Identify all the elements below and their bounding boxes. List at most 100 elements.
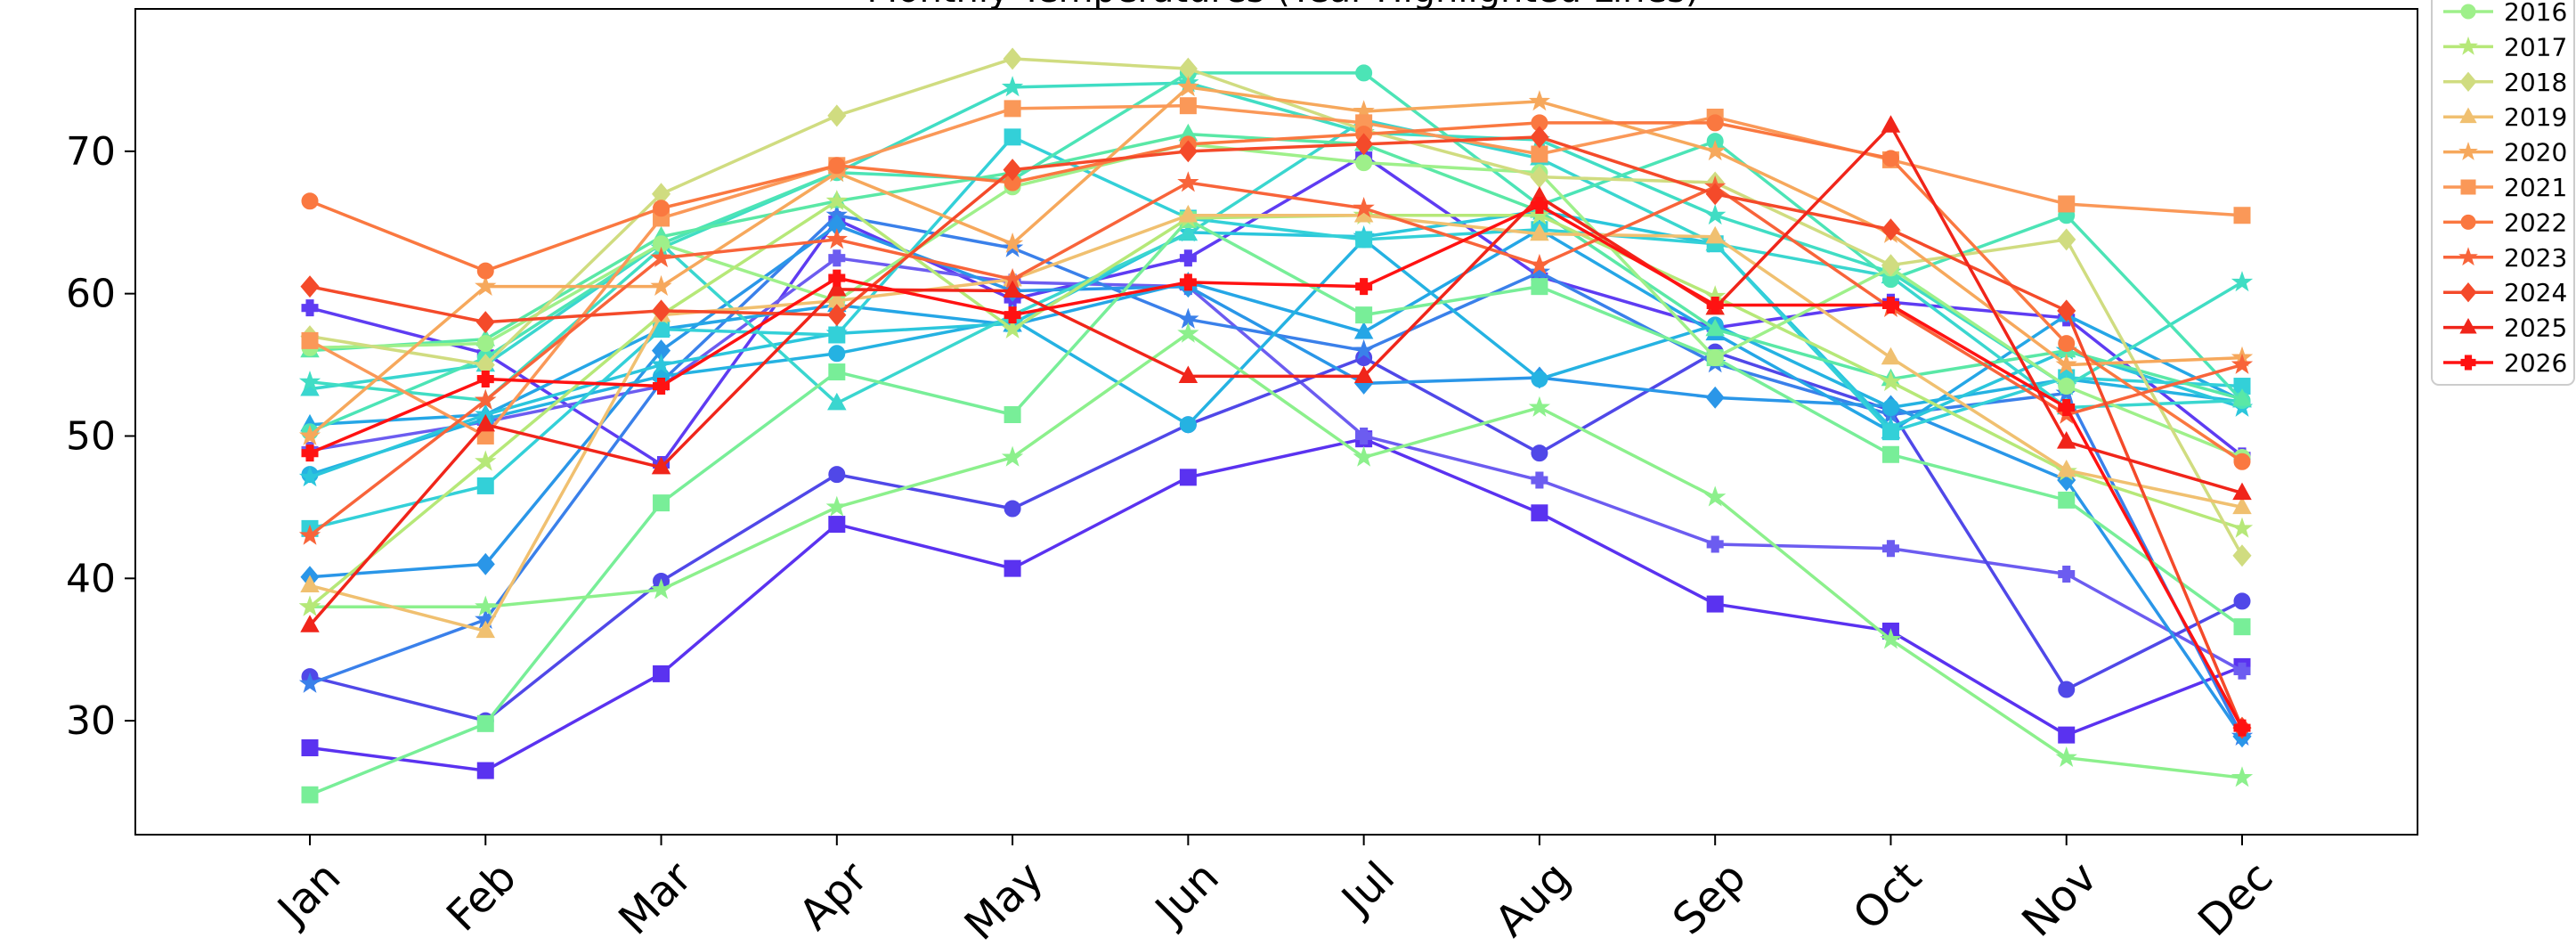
data-point xyxy=(1177,322,1199,343)
data-point xyxy=(1001,232,1024,254)
data-point xyxy=(1004,100,1021,118)
data-point xyxy=(825,189,848,211)
series-2015 xyxy=(298,322,2254,787)
data-point xyxy=(2460,179,2476,195)
series-group xyxy=(298,47,2254,803)
data-point xyxy=(300,275,320,298)
data-point xyxy=(1706,595,1724,613)
data-point xyxy=(1704,140,1727,161)
x-tick-label: Apr xyxy=(790,852,878,941)
data-point xyxy=(2058,378,2076,396)
x-tick-label: Dec xyxy=(2189,852,2282,946)
data-point xyxy=(1177,76,1199,97)
data-point xyxy=(828,516,846,534)
data-point xyxy=(2458,247,2478,266)
data-point xyxy=(650,353,672,374)
plot-frame xyxy=(134,8,2418,836)
data-point xyxy=(1530,126,1549,149)
data-point xyxy=(1353,196,1375,218)
series-line xyxy=(309,227,2243,434)
data-point xyxy=(827,279,847,297)
data-point xyxy=(2232,482,2252,501)
data-point xyxy=(1004,559,1021,577)
x-axis: Jan Feb Mar Apr May Jun Jul Aug Sep Oct Nov Dec xyxy=(266,835,2282,946)
data-point xyxy=(298,424,321,445)
data-point xyxy=(651,299,671,322)
data-point xyxy=(1179,416,1197,434)
data-point xyxy=(476,371,494,388)
legend-item: 2025 xyxy=(2443,314,2567,343)
data-point xyxy=(301,739,319,757)
x-tick-label: Nov xyxy=(2012,852,2107,946)
data-point xyxy=(476,714,494,732)
data-point xyxy=(651,456,671,475)
x-tick-label: Jan xyxy=(266,852,350,936)
series-line xyxy=(309,135,2244,729)
data-point xyxy=(1706,296,1724,314)
data-point xyxy=(1531,444,1548,462)
x-tick-label: Oct xyxy=(1844,852,1931,940)
data-point xyxy=(1881,445,1899,463)
data-point xyxy=(1705,318,1725,337)
legend-item: 2017 xyxy=(2443,32,2567,61)
legend-item: 2023 xyxy=(2443,243,2567,273)
data-point xyxy=(1881,540,1899,558)
legend-label: 2022 xyxy=(2504,208,2567,237)
data-point xyxy=(2460,214,2476,230)
data-point xyxy=(2233,207,2251,224)
data-point xyxy=(2056,431,2076,449)
series-line xyxy=(308,124,2243,627)
data-point xyxy=(2233,618,2251,636)
data-point xyxy=(2460,355,2476,371)
data-point xyxy=(301,444,319,462)
data-point xyxy=(2058,399,2076,417)
data-point xyxy=(825,228,848,249)
data-point xyxy=(301,786,319,803)
series-line xyxy=(309,135,2243,531)
legend-label: 2024 xyxy=(2504,278,2567,307)
legend-item: 2026 xyxy=(2443,348,2567,378)
data-point xyxy=(2058,335,2076,353)
legend-label: 2016 xyxy=(2504,0,2567,27)
data-point xyxy=(1003,159,1022,182)
data-point xyxy=(301,331,319,349)
data-point xyxy=(1528,203,1551,225)
legend-label: 2023 xyxy=(2504,243,2567,273)
data-point xyxy=(2232,388,2252,406)
data-point xyxy=(827,104,847,127)
data-point xyxy=(476,477,494,494)
data-point xyxy=(1178,365,1199,384)
data-point xyxy=(300,575,320,593)
series-2020 xyxy=(298,76,2254,445)
data-point xyxy=(1531,504,1548,522)
data-point xyxy=(827,392,847,411)
data-point xyxy=(301,299,319,317)
series-line xyxy=(309,153,2244,467)
data-point xyxy=(653,665,670,682)
data-point xyxy=(1528,260,1551,282)
series-line xyxy=(309,121,2243,463)
data-point xyxy=(1004,406,1021,424)
data-point xyxy=(1003,280,1022,298)
legend-label: 2018 xyxy=(2504,68,2567,97)
data-point xyxy=(2231,271,2254,292)
series-line xyxy=(309,350,2243,722)
data-point xyxy=(1881,115,1901,133)
y-tick-label: 40 xyxy=(66,556,116,601)
x-tick-label: Sep xyxy=(1663,852,1756,945)
data-point xyxy=(2233,662,2251,680)
y-axis: 30 40 50 60 70 xyxy=(66,129,135,744)
data-point xyxy=(475,450,497,471)
data-point xyxy=(1355,427,1373,444)
data-point xyxy=(1004,500,1021,518)
data-point xyxy=(828,363,846,381)
series-line xyxy=(309,103,2243,438)
legend-item: 2016 xyxy=(2443,0,2567,27)
data-point xyxy=(1353,365,1374,384)
data-point xyxy=(1003,47,1022,70)
series-line xyxy=(309,209,2243,479)
data-point xyxy=(2057,228,2076,251)
legend-item: 2022 xyxy=(2443,208,2567,237)
data-point xyxy=(1179,249,1197,267)
data-point xyxy=(1353,321,1374,339)
